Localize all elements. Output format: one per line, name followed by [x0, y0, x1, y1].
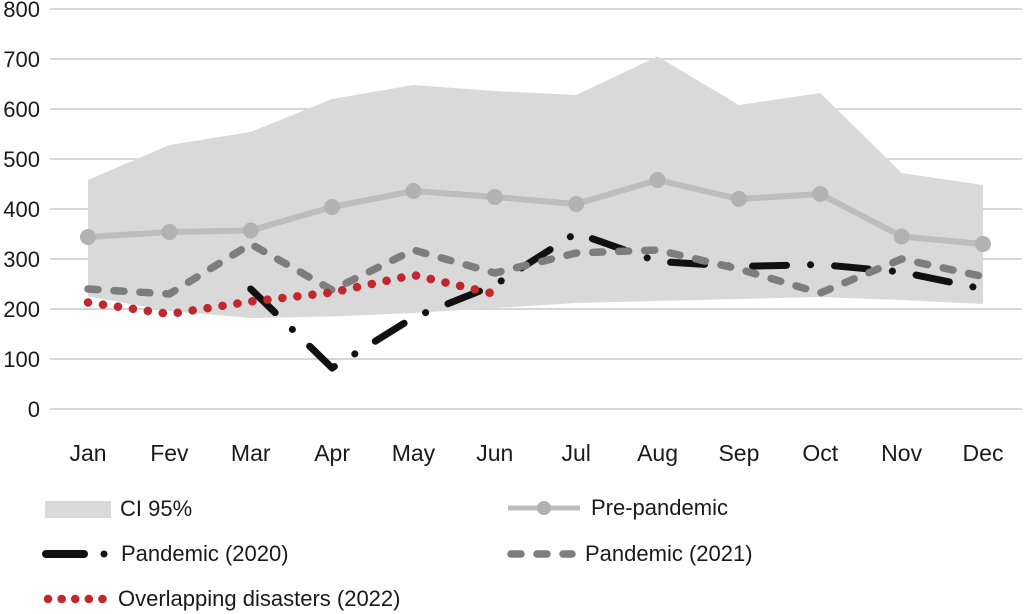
pre-pandemic-line-swatch [508, 501, 580, 515]
pre-pandemic-swatch-marker [537, 501, 551, 515]
x-tick-label-aug: Aug [637, 440, 678, 466]
x-tick-label-fev: Fev [150, 440, 189, 466]
ci-95-band [88, 56, 983, 318]
ci-band-swatch [45, 500, 111, 518]
legend-item-pandemic-2021: Pandemic (2021) [506, 542, 753, 566]
pre-pandemic-marker-oct [812, 186, 829, 202]
legend-item-pre-pandemic: Pre-pandemic [506, 496, 728, 520]
pre-pandemic-marker-fev [161, 224, 178, 240]
x-tick-label-sep: Sep [718, 440, 759, 466]
pre-pandemic-marker-sep [730, 191, 747, 207]
x-tick-label-may: May [392, 440, 436, 466]
pre-pandemic-marker-mar [242, 222, 259, 239]
x-tick-label-jul: Jul [561, 440, 590, 466]
y-tick-label-800: 800 [3, 0, 40, 22]
pre-pandemic-marker-jul [568, 196, 585, 212]
legend-label-overlapping-disasters-2022: Overlapping disasters (2022) [118, 586, 401, 611]
y-tick-label-500: 500 [3, 147, 40, 172]
y-tick-label-400: 400 [3, 197, 40, 222]
pre-pandemic-marker-may [405, 183, 422, 199]
y-tick-label-300: 300 [3, 247, 40, 272]
pre-pandemic-marker-jan [80, 229, 96, 245]
pandemic-2021-line-swatch [507, 550, 576, 558]
overlapping-disasters-2022-line [83, 270, 500, 319]
y-tick-label-700: 700 [3, 47, 40, 72]
pandemic-2020-line [247, 229, 987, 372]
y-tick-label-0: 0 [28, 397, 40, 422]
legend-label-ci-95: CI 95% [120, 496, 193, 521]
legend-item-ci-95: CI 95% [45, 497, 192, 521]
overlapping-disasters-2022-swatch [43, 594, 109, 604]
x-tick-label-dec: Dec [963, 440, 1004, 466]
legend-label-pandemic-2020: Pandemic (2020) [121, 541, 289, 566]
legend-label-pandemic-2021: Pandemic (2021) [585, 541, 753, 566]
pre-pandemic-marker-dec [975, 236, 991, 252]
pandemic-2021-line [84, 240, 987, 298]
pre-pandemic-marker-apr [324, 199, 341, 215]
ci-band-swatch-rect [45, 500, 111, 518]
y-tick-label-200: 200 [3, 297, 40, 322]
x-tick-label-apr: Apr [314, 440, 350, 466]
pre-pandemic-line [85, 177, 986, 247]
pandemic-2020-swatch-dot [100, 550, 108, 558]
legend-item-pandemic-2020: Pandemic (2020) [40, 542, 289, 566]
y-tick-label-100: 100 [3, 347, 40, 372]
pre-pandemic-marker-jun [486, 189, 503, 205]
x-tick-label-oct: Oct [802, 440, 838, 466]
pandemic-2020-line-swatch [42, 550, 108, 558]
pre-pandemic-marker-nov [893, 228, 910, 245]
x-tick-label-jun: Jun [476, 440, 513, 466]
legend-label-pre-pandemic: Pre-pandemic [591, 495, 728, 520]
legend-item-overlapping-disasters-2022: Overlapping disasters (2022) [43, 587, 400, 611]
pre-pandemic-marker-aug [649, 172, 666, 188]
x-tick-label-nov: Nov [881, 440, 922, 466]
x-tick-label-jan: Jan [69, 440, 106, 466]
x-tick-label-mar: Mar [231, 440, 271, 466]
plot-area: 800 700 600 500 400 300 200 100 0 Jan Fev Mar Apr May… [3, 0, 1022, 466]
y-tick-label-600: 600 [3, 97, 40, 122]
